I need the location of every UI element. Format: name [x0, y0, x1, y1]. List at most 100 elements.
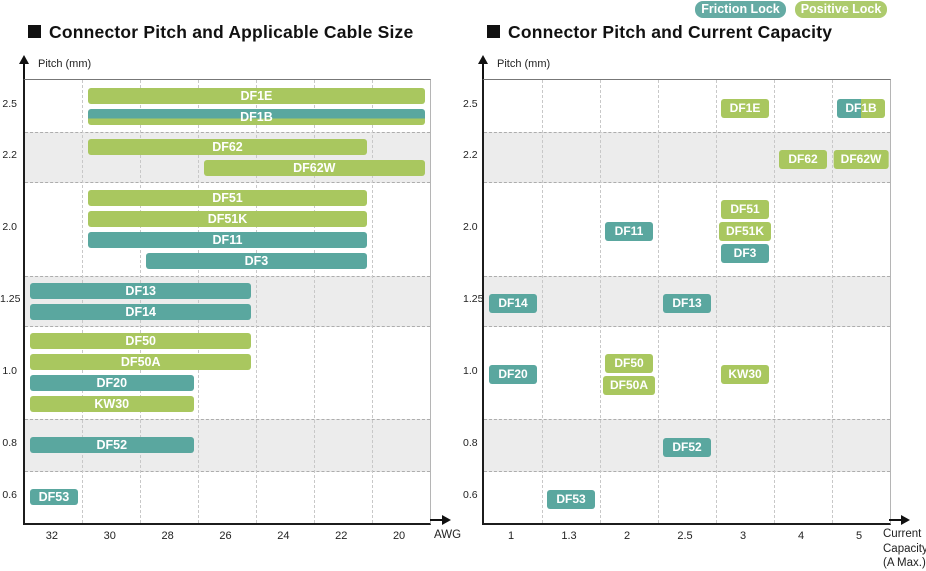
cable-size-chart-title-text: Connector Pitch and Applicable Cable Siz…: [49, 22, 414, 42]
current-capacity-chart-title: Connector Pitch and Current Capacity: [487, 22, 832, 43]
pitch-band-0.6: [484, 471, 890, 524]
y-axis-arrow-icon: [19, 55, 29, 64]
bar-DF50A: DF50A: [30, 354, 252, 370]
badge-DF11: DF11: [605, 221, 653, 241]
pitch-tick-1.0: 1.0: [2, 364, 17, 377]
x-tick-1: 1: [507, 530, 515, 542]
x-axis-label-line: (A Max.): [883, 557, 926, 569]
pitch-tick-0.6: 0.6: [2, 489, 17, 501]
gridline: [371, 80, 373, 523]
bar-DF20: DF20: [30, 375, 194, 391]
cable-size-chart-title: Connector Pitch and Applicable Cable Siz…: [28, 22, 413, 43]
bar-DF13: DF13: [30, 282, 252, 299]
x-axis-label: Current Capacity (A Max.): [883, 527, 926, 571]
badge-DF20: DF20: [489, 365, 537, 384]
x-tick-2: 2: [623, 530, 631, 542]
pitch-tick-1.0: 1.0: [463, 364, 478, 377]
badge-DF1E: DF1E: [721, 98, 769, 118]
badge-DF1B: DF1B: [837, 98, 885, 118]
x-axis-arrow-icon: [442, 515, 451, 525]
lock-type-legend: Friction Lock Positive Lock: [695, 1, 887, 18]
pitch-band-0.6: [25, 471, 430, 524]
badge-DF53: DF53: [547, 489, 595, 509]
x-axis-label-line: Capacity: [883, 542, 926, 555]
pitch-band-2.5: [484, 80, 890, 132]
x-tick-32: 32: [45, 530, 59, 542]
bar-DF53: DF53: [30, 489, 78, 505]
x-tick-22: 22: [335, 530, 348, 542]
gridline: [715, 80, 717, 523]
y-axis-line: [23, 63, 25, 80]
y-axis-label: Pitch (mm): [497, 58, 551, 70]
badge-DF50A: DF50A: [602, 376, 656, 395]
bar-DF3: DF3: [145, 252, 368, 269]
pitch-band-1.0: [25, 326, 430, 420]
gridline: [140, 80, 142, 523]
pitch-band-1.0: [484, 326, 890, 420]
cable-size-chart: Connector Pitch and Applicable Cable Siz…: [0, 0, 463, 567]
gridline: [657, 80, 659, 523]
friction-lock-legend-chip: Friction Lock: [695, 1, 786, 18]
badge-DF51: DF51: [721, 199, 769, 219]
x-tick-20: 20: [392, 530, 406, 542]
bar-KW30: KW30: [30, 396, 194, 412]
gridline: [198, 80, 200, 523]
x-tick-3: 3: [739, 530, 747, 542]
black-square-icon: [28, 25, 41, 38]
gridline: [773, 80, 775, 523]
x-axis-line: [889, 519, 902, 521]
pitch-tick-2.2: 2.2: [463, 149, 478, 161]
pitch-tick-2.2: 2.2: [2, 149, 17, 161]
pitch-tick-0.8: 0.8: [463, 437, 478, 449]
current-capacity-chart-title-text: Connector Pitch and Current Capacity: [508, 22, 833, 42]
pitch-tick-1.25: 1.25: [0, 293, 21, 305]
pitch-tick-2.5: 2.5: [2, 98, 17, 110]
pitch-band-2.0: [25, 182, 430, 277]
badge-DF52: DF52: [663, 437, 711, 457]
badge-DF51K: DF51K: [718, 221, 772, 241]
bar-DF51K: DF51K: [87, 210, 368, 227]
badge-DF3: DF3: [721, 243, 769, 263]
bar-DF1E: DF1E: [87, 87, 425, 104]
bar-DF51: DF51: [87, 189, 368, 206]
bar-DF62W: DF62W: [203, 159, 425, 176]
pitch-tick-2.0: 2.0: [463, 221, 478, 233]
cable-size-plot-area: DF1E DF1B DF62 DF62W DF51 DF51K DF11 DF3 DF13 DF1…: [23, 79, 431, 525]
bar-DF14: DF14: [30, 303, 252, 320]
pitch-tick-0.8: 0.8: [2, 437, 17, 449]
badge-KW30: KW30: [721, 365, 769, 384]
badge-DF62W: DF62W: [833, 149, 889, 169]
x-tick-26: 26: [219, 530, 232, 542]
x-tick-2.5: 2.5: [677, 530, 693, 542]
x-tick-30: 30: [103, 530, 116, 542]
badge-DF50: DF50: [605, 354, 653, 373]
pitch-tick-2.5: 2.5: [463, 98, 478, 110]
gridline: [599, 80, 601, 523]
x-tick-28: 28: [161, 530, 174, 542]
bar-DF52: DF52: [30, 437, 194, 453]
bar-DF1B: DF1B: [87, 108, 425, 125]
pitch-tick-2.0: 2.0: [2, 221, 17, 233]
gridline: [831, 80, 833, 523]
x-axis-label-line: Current: [883, 528, 922, 540]
y-axis-line: [482, 63, 484, 80]
gridline: [541, 80, 543, 523]
gridline: [313, 80, 315, 523]
y-axis-label: Pitch (mm): [38, 58, 92, 70]
x-tick-1.3: 1.3: [561, 530, 577, 542]
x-axis-line: [430, 519, 443, 521]
badge-DF13: DF13: [663, 293, 711, 313]
pitch-band-2.0: [484, 182, 890, 277]
pitch-tick-0.6: 0.6: [463, 489, 478, 501]
gridline: [82, 80, 84, 523]
positive-lock-legend-chip: Positive Lock: [795, 1, 887, 18]
x-tick-24: 24: [277, 530, 290, 542]
badge-DF62: DF62: [779, 149, 827, 169]
pitch-tick-1.25: 1.25: [463, 293, 484, 305]
x-axis-arrow-icon: [901, 515, 910, 525]
x-axis-label: AWG: [434, 529, 462, 541]
current-capacity-plot-area: DF1E DF1B DF62 DF62W DF51 DF11 DF51K DF3 DF14 DF1…: [482, 79, 891, 525]
pitch-band-2.2: [484, 132, 890, 183]
y-axis-arrow-icon: [478, 55, 488, 64]
